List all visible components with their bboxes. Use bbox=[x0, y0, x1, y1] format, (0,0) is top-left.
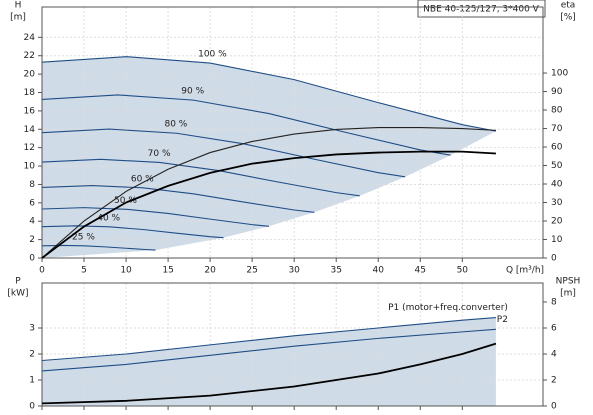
y-tick-label: 22 bbox=[24, 51, 35, 61]
curve bbox=[41, 207, 270, 227]
curve bbox=[41, 244, 156, 251]
y-axis-label: [m] bbox=[10, 13, 26, 23]
y2-tick-label: 70 bbox=[551, 124, 563, 134]
x-tick-label: 5 bbox=[81, 266, 87, 276]
curve-label: 40 % bbox=[97, 213, 120, 223]
curve bbox=[41, 127, 496, 259]
curve bbox=[41, 225, 224, 239]
y2-tick-label: 60 bbox=[551, 143, 563, 153]
curve bbox=[41, 342, 497, 405]
operating-area bbox=[42, 56, 496, 259]
y2-axis-label: eta bbox=[561, 1, 576, 11]
y2-tick-label: 2 bbox=[551, 375, 557, 385]
x-tick-label: 0 bbox=[39, 266, 45, 276]
y-tick-label: 0 bbox=[29, 402, 35, 412]
curve bbox=[41, 150, 496, 259]
x-tick-label: 30 bbox=[288, 266, 300, 276]
y-tick-label: 3 bbox=[29, 323, 35, 333]
curve bbox=[41, 184, 315, 213]
y-tick-label: 16 bbox=[24, 106, 36, 116]
x-tick-label: 50 bbox=[457, 266, 469, 276]
y-axis-label: [kW] bbox=[7, 289, 28, 299]
x-tick-label: 20 bbox=[204, 266, 216, 276]
x-tick-label: 15 bbox=[162, 266, 173, 276]
curve-label: 70 % bbox=[148, 149, 171, 159]
y2-tick-label: 100 bbox=[551, 69, 568, 79]
y-tick-label: 14 bbox=[24, 125, 36, 135]
y-tick-label: 0 bbox=[29, 254, 35, 264]
y-tick-label: 12 bbox=[24, 143, 35, 153]
y2-tick-label: 30 bbox=[551, 198, 563, 208]
y2-tick-label: 8 bbox=[551, 297, 557, 307]
y2-tick-label: 50 bbox=[551, 161, 563, 171]
curve-label: 25 % bbox=[72, 232, 95, 242]
y-tick-label: 6 bbox=[29, 198, 35, 208]
x-tick-label: 10 bbox=[120, 266, 132, 276]
x-tick-label: 40 bbox=[373, 266, 385, 276]
y-tick-label: 8 bbox=[29, 180, 35, 190]
curve-label: P2 bbox=[497, 315, 508, 325]
curve bbox=[41, 94, 451, 156]
curve bbox=[41, 317, 496, 362]
curve-label: P1 (motor+freq.converter) bbox=[388, 303, 508, 313]
y2-tick-label: 0 bbox=[551, 254, 557, 264]
title-box bbox=[417, 0, 546, 18]
y2-axis-label: [%] bbox=[560, 13, 576, 23]
y2-tick-label: 10 bbox=[551, 235, 563, 245]
y2-axis-label: [m] bbox=[560, 289, 576, 299]
y2-axis-label: NPSH bbox=[556, 277, 581, 287]
y-tick-label: 10 bbox=[24, 162, 36, 172]
y2-tick-label: 40 bbox=[551, 180, 563, 190]
operating-area bbox=[42, 317, 496, 406]
y-tick-label: 2 bbox=[29, 235, 35, 245]
curve-label: 60 % bbox=[131, 174, 154, 184]
curve-label: 50 % bbox=[114, 196, 137, 206]
y-tick-label: 20 bbox=[24, 70, 36, 80]
x-axis-label: Q [m³/h] bbox=[506, 266, 544, 276]
curve-label: 100 % bbox=[198, 50, 227, 60]
y2-tick-label: 90 bbox=[551, 87, 563, 97]
y-axis-label: H bbox=[15, 1, 22, 11]
curve bbox=[41, 56, 497, 132]
curve-label: 90 % bbox=[181, 87, 204, 97]
y-axis-label: P bbox=[15, 277, 21, 287]
y-tick-label: 2 bbox=[29, 349, 35, 359]
x-tick-label: 45 bbox=[415, 266, 426, 276]
y-tick-label: 4 bbox=[29, 217, 35, 227]
y-tick-label: 18 bbox=[24, 88, 36, 98]
y-tick-label: 24 bbox=[24, 33, 36, 43]
x-tick-label: 35 bbox=[330, 266, 341, 276]
y2-tick-label: 80 bbox=[551, 106, 563, 116]
chart-title: NBE 40-125/127, 3*400 V bbox=[423, 5, 540, 15]
y-tick-label: 1 bbox=[29, 375, 35, 385]
y2-tick-label: 6 bbox=[551, 323, 557, 333]
x-tick-label: 25 bbox=[246, 266, 257, 276]
curve-label: 80 % bbox=[164, 120, 187, 130]
y2-tick-label: 20 bbox=[551, 217, 563, 227]
curve bbox=[41, 328, 496, 372]
y2-tick-label: 0 bbox=[551, 402, 557, 412]
y2-tick-label: 4 bbox=[551, 349, 557, 359]
plot-frame bbox=[41, 282, 544, 407]
